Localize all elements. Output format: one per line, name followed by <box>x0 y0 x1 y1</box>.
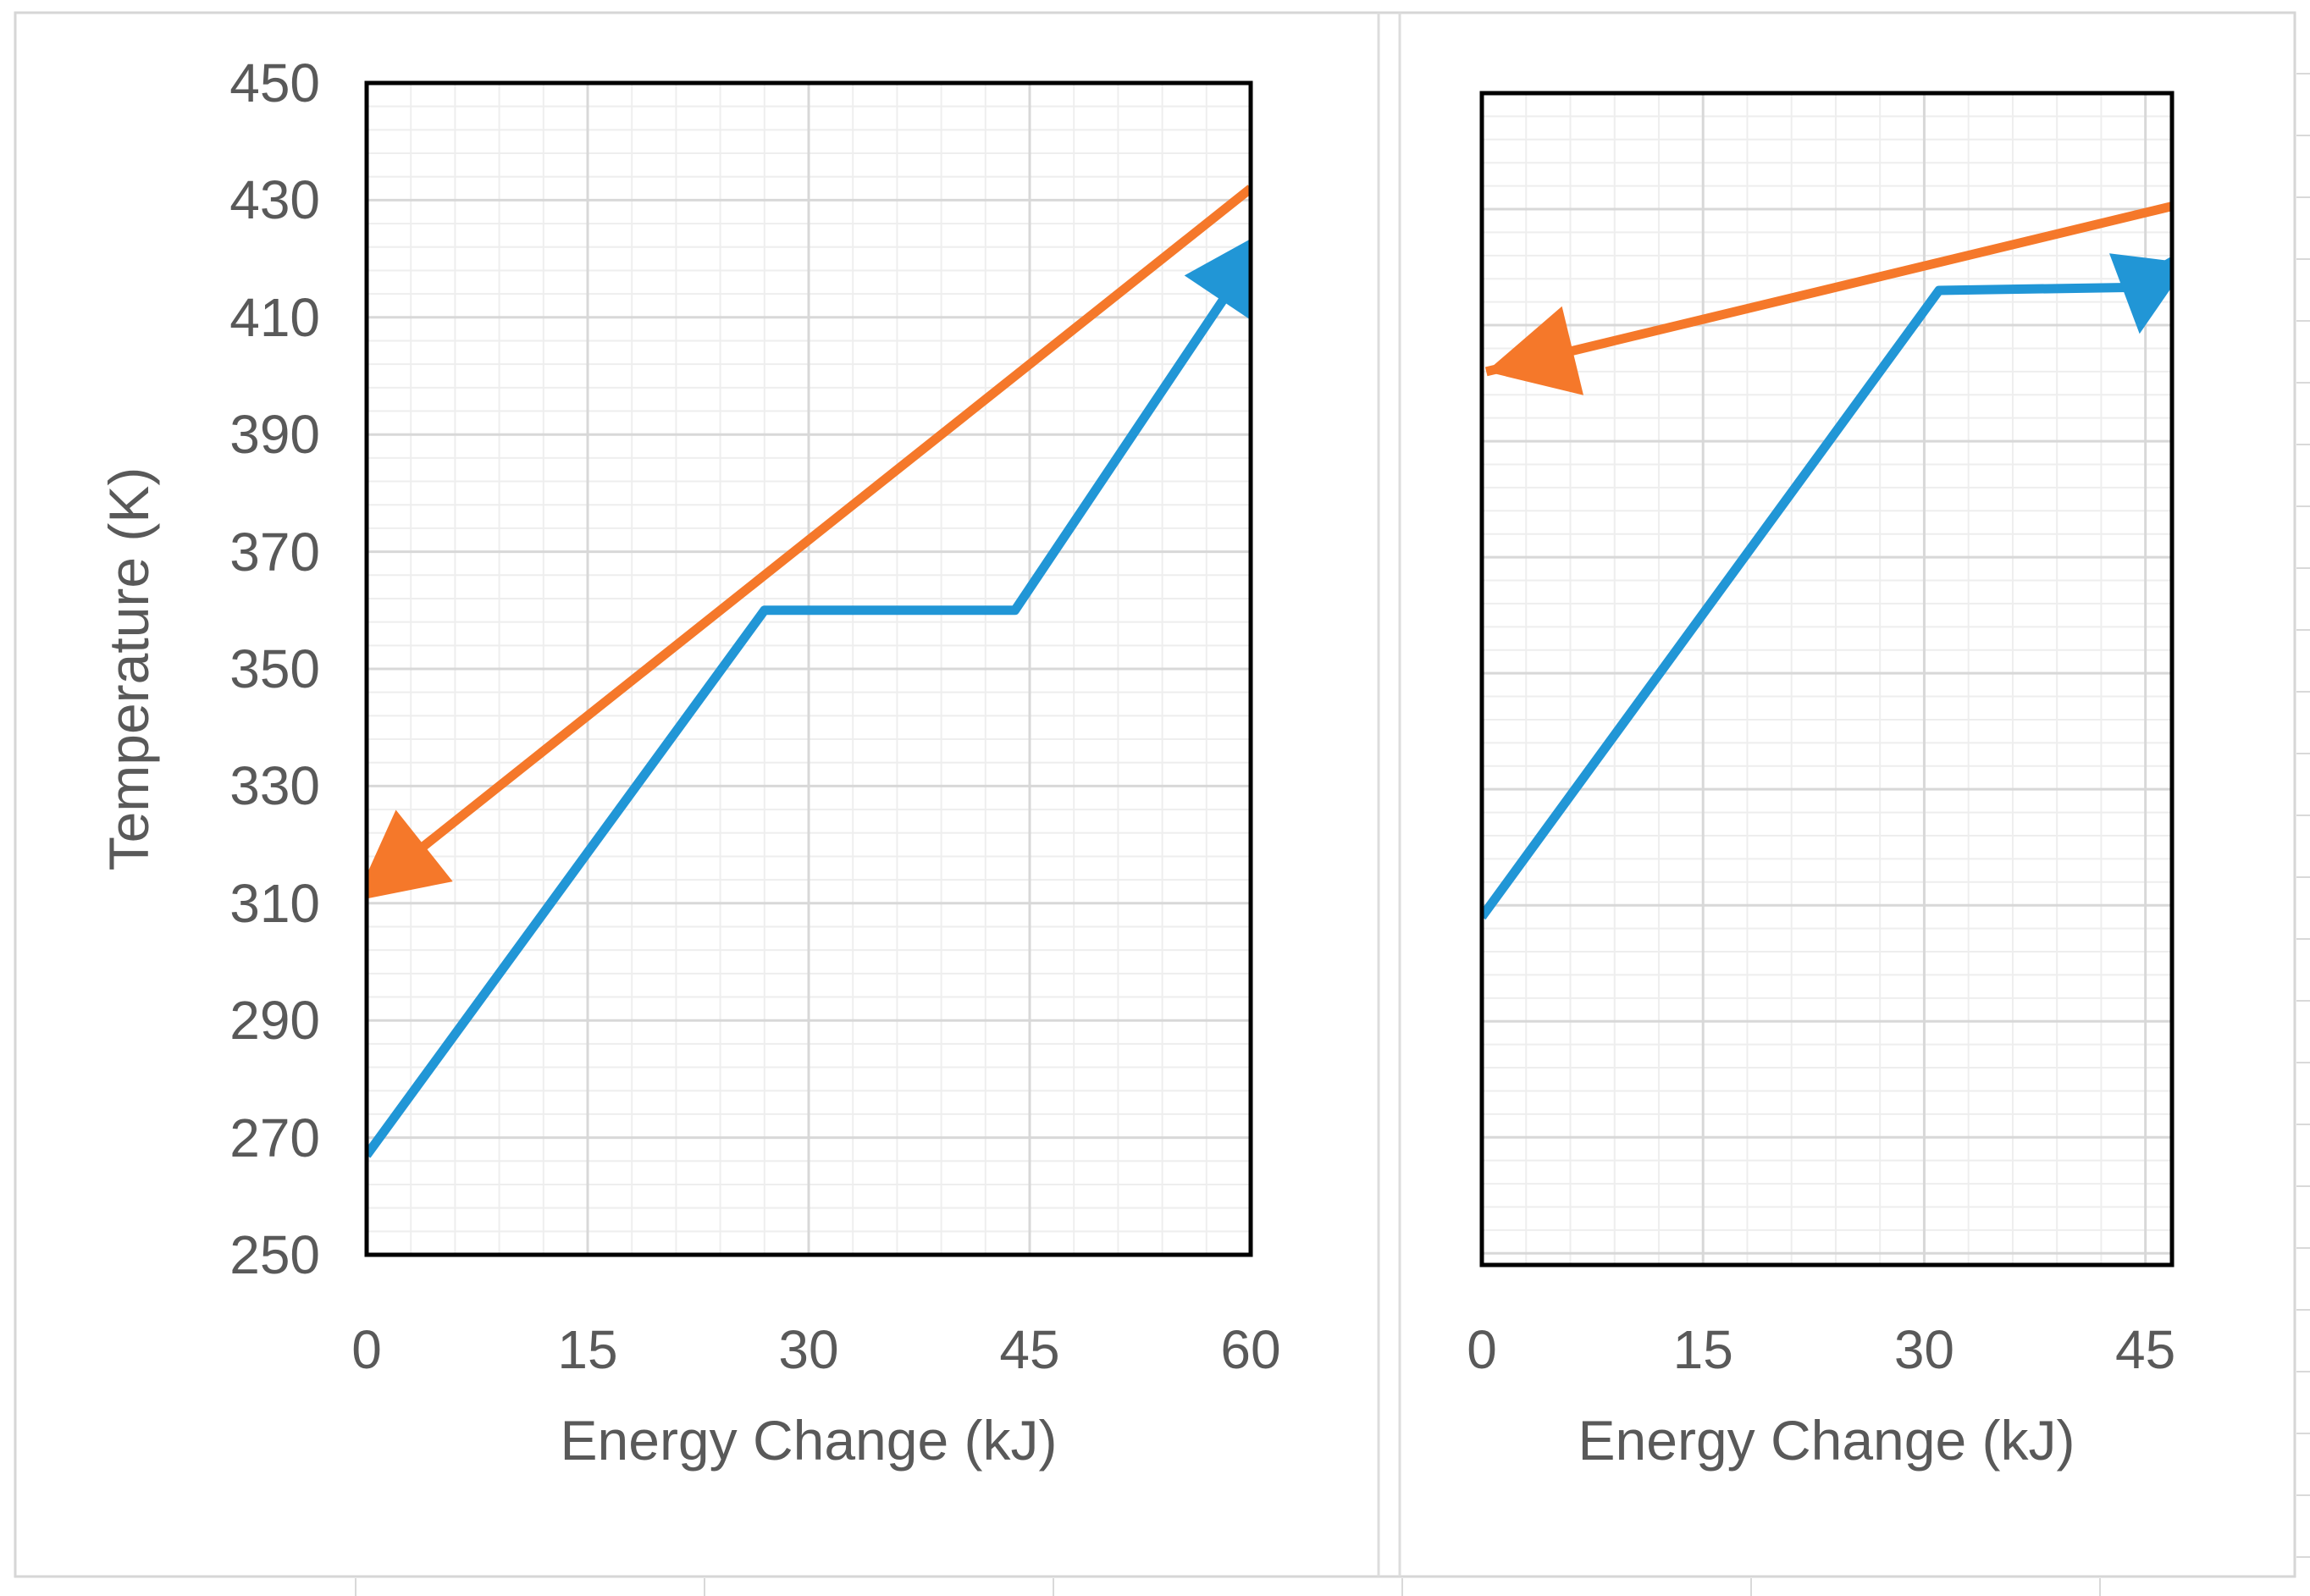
straight-reference-line-arrow-head <box>1486 306 1583 395</box>
x-tick-label: 30 <box>778 1319 839 1380</box>
y-tick-label: 270 <box>229 1107 320 1168</box>
x-tick-label: 0 <box>1467 1319 1497 1380</box>
x-tick-label: 60 <box>1220 1319 1281 1380</box>
y-tick-label: 370 <box>229 521 320 583</box>
y-tick-label: 430 <box>229 169 320 231</box>
x-axis-title-right: Energy Change (kJ) <box>1578 1409 2075 1472</box>
y-tick-label: 390 <box>229 404 320 466</box>
y-tick-label: 450 <box>229 52 320 113</box>
y-tick-label: 310 <box>229 872 320 934</box>
y-tick-label: 410 <box>229 286 320 348</box>
heating-curve-with-plateau-arrow-head <box>1184 239 1251 320</box>
x-tick-label: 15 <box>557 1319 618 1380</box>
straight-reference-line-arrow-head <box>367 809 453 899</box>
chart-card-border <box>14 11 2296 1578</box>
straight-reference-line-line <box>367 185 1251 896</box>
heating-curve-with-plateau-arrow-head <box>2109 253 2172 334</box>
x-axis-title-left: Energy Change (kJ) <box>560 1409 1058 1472</box>
y-tick-label: 290 <box>229 990 320 1052</box>
series-group <box>367 185 1251 1158</box>
plot-border <box>364 80 1253 1257</box>
x-tick-label: 45 <box>2115 1319 2176 1380</box>
heating-curve-with-plateau-line <box>367 256 1251 1158</box>
y-tick-label: 330 <box>229 755 320 817</box>
y-tick-label: 350 <box>229 638 320 699</box>
series-group <box>1482 202 2172 920</box>
x-tick-label: 0 <box>351 1319 382 1380</box>
heating-curve-with-plateau-line <box>1482 257 2172 920</box>
x-tick-label: 45 <box>999 1319 1060 1380</box>
straight-reference-line-line <box>1484 202 2172 377</box>
plot-border <box>1479 91 2175 1267</box>
x-tick-label: 30 <box>1893 1319 1955 1380</box>
x-tick-label: 15 <box>1672 1319 1733 1380</box>
y-tick-label: 250 <box>229 1224 320 1285</box>
